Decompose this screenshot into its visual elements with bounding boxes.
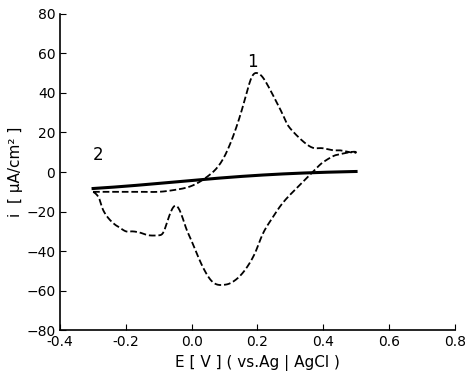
Text: 1: 1 xyxy=(247,53,258,71)
X-axis label: E [ V ] ( vs.Ag | AgCl ): E [ V ] ( vs.Ag | AgCl ) xyxy=(175,355,340,371)
Y-axis label: i  [ μA/cm² ]: i [ μA/cm² ] xyxy=(9,127,23,217)
Text: 2: 2 xyxy=(93,146,104,164)
